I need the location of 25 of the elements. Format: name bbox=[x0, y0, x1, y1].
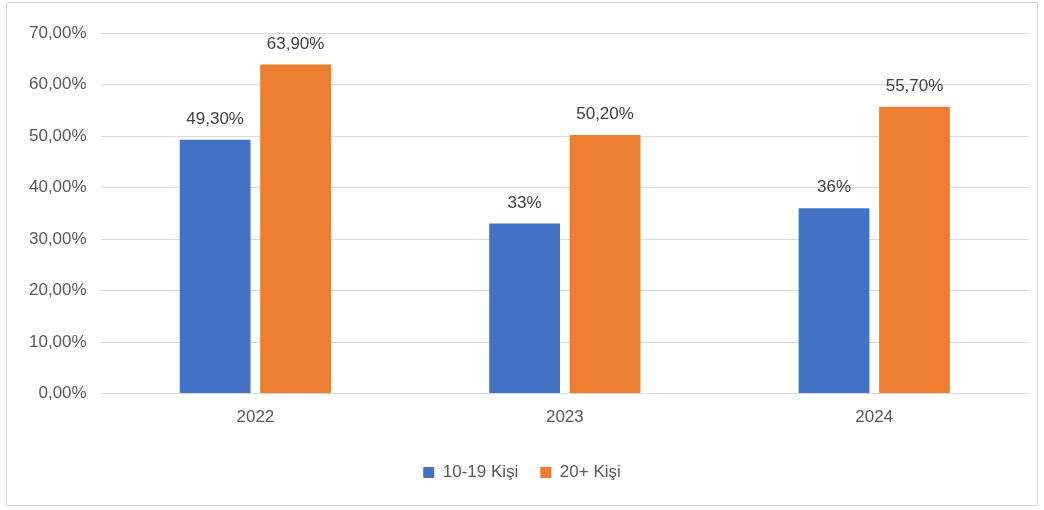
y-tick-label: 40,00% bbox=[28, 177, 87, 197]
bar bbox=[489, 223, 560, 394]
bar bbox=[569, 135, 641, 394]
data-label: 50,20% bbox=[576, 104, 634, 124]
x-tick-label: 2022 bbox=[236, 407, 275, 427]
legend-label: 20+ Kişi bbox=[559, 462, 621, 482]
y-tick-label: 20,00% bbox=[28, 280, 87, 300]
data-label: 33% bbox=[507, 192, 542, 212]
bar bbox=[798, 208, 870, 394]
y-tick-label: 10,00% bbox=[28, 331, 87, 351]
y-tick-label: 30,00% bbox=[28, 228, 87, 248]
x-tick-label: 2024 bbox=[855, 407, 894, 427]
data-label: 49,30% bbox=[186, 108, 244, 128]
data-label: 55,70% bbox=[885, 75, 944, 95]
y-tick-label: 60,00% bbox=[28, 74, 87, 94]
y-tick-label: 70,00% bbox=[28, 22, 87, 42]
data-label: 63,90% bbox=[266, 33, 325, 53]
data-label: 36% bbox=[817, 177, 852, 197]
x-tick-label: 2023 bbox=[545, 407, 584, 427]
bar bbox=[179, 139, 251, 394]
bar bbox=[879, 106, 950, 394]
y-tick-label: 50,00% bbox=[28, 125, 87, 145]
bar bbox=[260, 64, 332, 394]
legend-label: 10-19 Kişi bbox=[442, 462, 519, 482]
y-tick-label: 0,00% bbox=[38, 383, 87, 403]
